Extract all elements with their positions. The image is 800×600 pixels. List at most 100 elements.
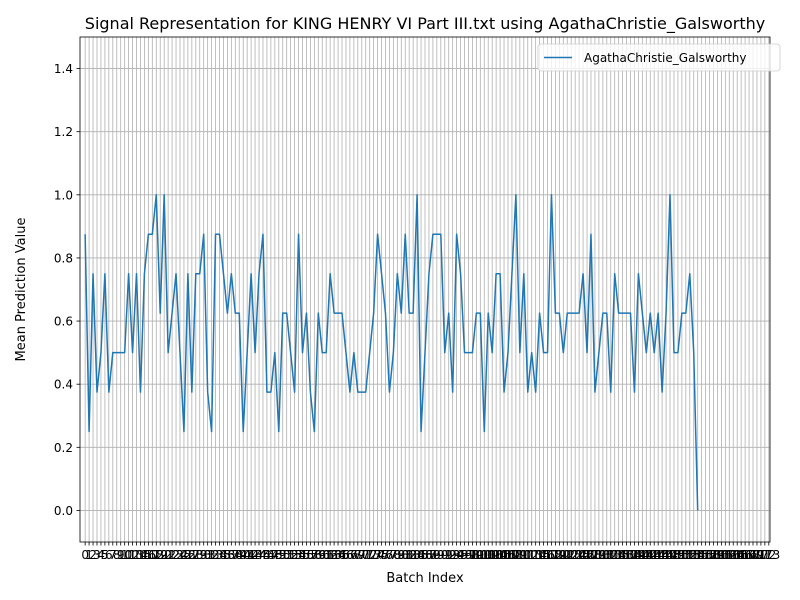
x-tick-label: 41 [240,548,255,562]
x-tick-label: 96 [457,548,472,562]
x-tick-label: 158 [698,548,721,562]
x-tick-label: 20 [157,548,172,562]
x-tick-label: 10 [117,548,132,562]
x-tick-label: 66 [338,548,353,562]
x-tick-label: 82 [402,548,417,562]
legend-box [537,43,781,72]
x-tick-label: 46 [259,548,274,562]
x-tick-label: 55 [295,548,310,562]
x-tick-label: 49 [271,548,286,562]
x-tick-label: 140 [627,548,650,562]
x-tick-label: 125 [568,548,591,562]
y-axis-label: Mean Prediction Value [14,218,29,362]
x-tick-label: 2 [89,548,97,562]
x-tick-label: 170 [746,548,769,562]
x-tick-label: 173 [757,548,780,562]
x-tick-label: 73 [366,548,381,562]
x-tick-label: 142 [635,548,658,562]
x-tick-label: 78 [386,548,401,562]
x-tick-label: 147 [655,548,678,562]
x-tick-label: 83 [406,548,421,562]
x-tick-label: 162 [714,548,737,562]
x-tick-label: 18 [149,548,164,562]
x-tick-label: 33 [208,548,223,562]
x-tick-label: 58 [307,548,322,562]
x-tick-label: 25 [176,548,191,562]
x-tick-label: 28 [188,548,203,562]
x-tick-label: 172 [753,548,776,562]
x-tick-label: 168 [738,548,761,562]
x-tick-label: 71 [358,548,373,562]
x-tick-label: 165 [726,548,749,562]
x-tick-label: 119 [544,548,567,562]
x-tick-label: 152 [674,548,697,562]
x-tick-label: 105 [489,548,512,562]
x-tick-label: 157 [694,548,717,562]
x-tick-label: 102 [477,548,500,562]
x-tick-label: 123 [560,548,583,562]
x-tick-label: 6 [105,548,113,562]
x-tick-label: 113 [520,548,543,562]
x-tick-label: 52 [283,548,298,562]
x-tick-label: 68 [346,548,361,562]
x-tick-label: 112 [516,548,539,562]
x-tick-label: 131 [591,548,614,562]
x-tick-label: 132 [595,548,618,562]
x-tick-label: 143 [639,548,662,562]
y-tick-label: 1.4 [54,62,73,76]
x-tick-label: 57 [303,548,318,562]
x-tick-label: 128 [580,548,603,562]
x-tick-label: 62 [323,548,338,562]
x-tick-label: 127 [576,548,599,562]
x-tick-label: 136 [611,548,634,562]
x-tick-label: 109 [504,548,527,562]
x-tick-label: 93 [445,548,460,562]
x-tick-label: 14 [133,548,148,562]
x-tick-label: 90 [433,548,448,562]
x-tick-label: 47 [263,548,278,562]
x-tick-label: 156 [690,548,713,562]
x-tick-label: 95 [453,548,468,562]
x-tick-label: 153 [678,548,701,562]
x-tick-label: 59 [311,548,326,562]
x-tick-label: 54 [291,548,306,562]
x-tick-label: 126 [572,548,595,562]
x-tick-label: 171 [749,548,772,562]
x-tick-label: 26 [180,548,195,562]
x-tick-label: 106 [493,548,516,562]
x-tick-label: 35 [216,548,231,562]
x-tick-label: 63 [326,548,341,562]
x-tick-label: 5 [101,548,109,562]
x-tick-label: 8 [113,548,121,562]
x-tick-label: 65 [334,548,349,562]
x-tick-label: 81 [398,548,413,562]
x-tick-label: 121 [552,548,575,562]
x-tick-label: 154 [682,548,705,562]
x-tick-label: 85 [413,548,428,562]
x-tick-label: 43 [247,548,262,562]
x-tick-label: 60 [315,548,330,562]
legend-label: AgathaChristie_Galsworthy [584,51,747,65]
x-tick-label: 9 [117,548,125,562]
x-tick-label: 129 [583,548,606,562]
x-tick-label: 37 [224,548,239,562]
x-tick-label: 108 [500,548,523,562]
x-tick-label: 87 [421,548,436,562]
x-tick-label: 27 [184,548,199,562]
x-tick-label: 0 [81,548,89,562]
x-tick-label: 99 [469,548,484,562]
x-tick-label: 24 [172,548,187,562]
x-tick-label: 150 [666,548,689,562]
x-tick-label: 72 [362,548,377,562]
x-tick-label: 38 [228,548,243,562]
x-tick-label: 56 [299,548,314,562]
x-tick-label: 149 [663,548,686,562]
x-tick-label: 161 [710,548,733,562]
x-tick-label: 115 [528,548,551,562]
x-tick-label: 31 [200,548,215,562]
x-tick-label: 159 [702,548,725,562]
x-tick-label: 48 [267,548,282,562]
x-tick-label: 98 [465,548,480,562]
x-tick-label: 141 [631,548,654,562]
